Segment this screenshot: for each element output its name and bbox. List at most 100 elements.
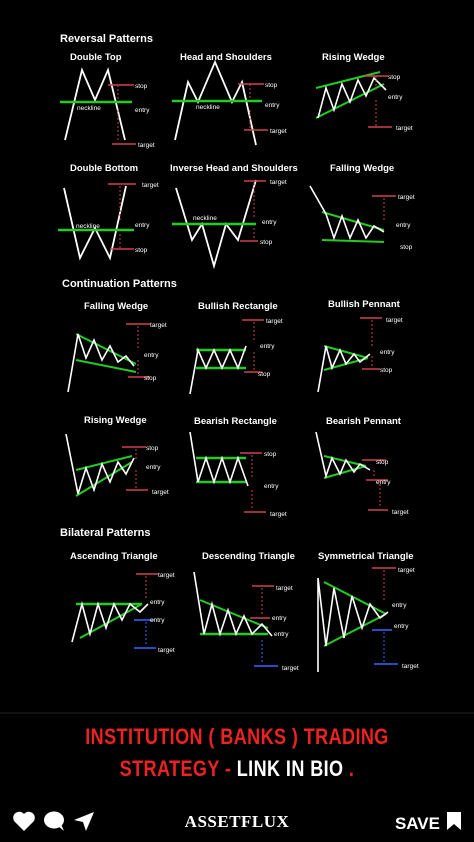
pattern-title: Double Bottom: [70, 163, 138, 174]
pattern-title: Bearish Rectangle: [194, 416, 277, 427]
entry-label: entry: [135, 222, 150, 229]
entry-label: entry: [272, 615, 287, 622]
pattern-rising-wedge-continuation: Rising Wedge stop entry target: [65, 415, 169, 497]
target-label-lower: target: [402, 663, 419, 670]
target-label: target: [276, 585, 293, 592]
pattern-title: Bullish Rectangle: [198, 301, 278, 312]
target-label: target: [398, 567, 415, 574]
entry-label: entry: [392, 602, 407, 609]
pattern-falling-wedge: Falling Wedge target entry stop: [309, 163, 415, 251]
stop-label: stop: [265, 82, 278, 89]
pattern-title: Head and Shoulders: [180, 52, 272, 63]
banner-line-1: INSTITUTION ( BANKS ) TRADING: [85, 724, 389, 749]
target-label: target: [398, 194, 415, 201]
pattern-title: Descending Triangle: [202, 551, 295, 562]
neckline-label: neckline: [193, 215, 217, 222]
neckline-label: neckline: [196, 104, 220, 111]
comment-icon[interactable]: [42, 810, 66, 837]
entry-label-lower: entry: [274, 631, 289, 638]
target-label-lower: target: [158, 647, 175, 654]
entry-label: entry: [262, 219, 277, 226]
stop-label: stop: [388, 74, 401, 81]
entry-label-lower: entry: [150, 617, 165, 624]
pattern-bearish-pennant: Bearish Pennant stop entry target: [315, 416, 409, 516]
target-label: target: [392, 509, 409, 516]
banner-period: .: [343, 756, 355, 781]
pattern-falling-wedge-continuation: Falling Wedge target entry stop: [67, 301, 167, 393]
pattern-double-bottom: Double Bottom target neckline entry stop: [58, 163, 159, 261]
entry-label: entry: [264, 483, 279, 490]
pattern-title: Ascending Triangle: [70, 551, 158, 562]
pattern-ascending-triangle: Ascending Triangle target entry entry ta…: [70, 551, 175, 654]
entry-label: entry: [380, 349, 395, 356]
pattern-rising-wedge: Rising Wedge stop entry target: [315, 52, 413, 132]
pattern-inverse-head-and-shoulders: Inverse Head and Shoulders target neckli…: [170, 163, 298, 270]
save-label: SAVE: [394, 813, 440, 833]
pattern-bullish-rectangle: Bullish Rectangle target entry stop: [189, 301, 283, 395]
target-label: target: [396, 125, 413, 132]
target-label: target: [152, 489, 169, 496]
send-icon[interactable]: [72, 810, 96, 837]
pattern-title: Symmetrical Triangle: [318, 551, 414, 562]
neckline-label: neckline: [76, 223, 100, 230]
neckline-label: neckline: [77, 105, 101, 112]
pattern-title: Rising Wedge: [84, 415, 147, 426]
action-icons: [12, 810, 96, 837]
pattern-title: Double Top: [70, 52, 122, 63]
pattern-double-top: Double Top stop neckline entry target: [60, 52, 155, 149]
entry-label: entry: [135, 107, 150, 114]
stop-label: stop: [146, 445, 159, 452]
target-label: target: [270, 179, 287, 186]
heart-icon[interactable]: [12, 810, 36, 837]
target-label: target: [158, 572, 175, 579]
stop-label: stop: [135, 247, 148, 254]
entry-label: entry: [144, 352, 159, 359]
pattern-head-and-shoulders: Head and Shoulders stop neckline entry t…: [172, 52, 287, 146]
entry-label: entry: [150, 599, 165, 606]
stop-label: stop: [376, 459, 389, 466]
section-title-continuation: Continuation Patterns: [62, 278, 177, 290]
target-label: target: [270, 128, 287, 135]
target-label: target: [386, 317, 403, 324]
pattern-title: Bullish Pennant: [328, 299, 401, 310]
entry-label: entry: [376, 479, 391, 486]
entry-label: entry: [265, 102, 280, 109]
save-button[interactable]: SAVE: [395, 811, 462, 836]
link-in-bio[interactable]: LINK IN BIO: [236, 756, 344, 781]
target-label: target: [150, 322, 167, 329]
social-action-bar: ASSETFLUX SAVE: [0, 802, 474, 842]
pattern-bearish-rectangle: Bearish Rectangle stop entry target: [189, 416, 287, 518]
pattern-symmetrical-triangle: Symmetrical Triangle target entry entry …: [317, 551, 419, 672]
banner-line-2: STRATEGY - LINK IN BIO .: [43, 756, 432, 782]
entry-label: entry: [396, 222, 411, 229]
pattern-title: Inverse Head and Shoulders: [170, 163, 298, 174]
target-label: target: [270, 511, 287, 518]
stop-label: stop: [380, 367, 393, 374]
section-title-reversal: Reversal Patterns: [60, 33, 153, 45]
target-label: target: [266, 318, 283, 325]
entry-label: entry: [146, 464, 161, 471]
chart-patterns-infographic: Reversal Patterns Continuation Patterns …: [58, 33, 419, 672]
target-label: target: [142, 182, 159, 189]
stop-label: stop: [144, 375, 157, 382]
section-title-bilateral: Bilateral Patterns: [60, 527, 150, 539]
pattern-title: Rising Wedge: [322, 52, 385, 63]
promo-banner: INSTITUTION ( BANKS ) TRADING STRATEGY -…: [0, 712, 474, 806]
stop-label: stop: [135, 83, 148, 90]
pattern-descending-triangle: Descending Triangle target entry entry t…: [193, 551, 299, 672]
pattern-title: Falling Wedge: [330, 163, 394, 174]
stop-label: stop: [260, 239, 273, 246]
bookmark-icon: [446, 811, 462, 836]
stop-label: stop: [400, 244, 413, 251]
stop-label: stop: [264, 451, 277, 458]
entry-label: entry: [260, 343, 275, 350]
pattern-bullish-pennant: Bullish Pennant target entry stop: [317, 299, 403, 393]
entry-label-lower: entry: [394, 623, 409, 630]
pattern-title: Falling Wedge: [84, 301, 148, 312]
pattern-title: Bearish Pennant: [326, 416, 402, 427]
banner-strategy-text: STRATEGY -: [119, 756, 237, 781]
entry-label: entry: [388, 94, 403, 101]
stop-label: stop: [258, 371, 271, 378]
target-label: target: [138, 142, 155, 149]
target-label-lower: target: [282, 665, 299, 672]
